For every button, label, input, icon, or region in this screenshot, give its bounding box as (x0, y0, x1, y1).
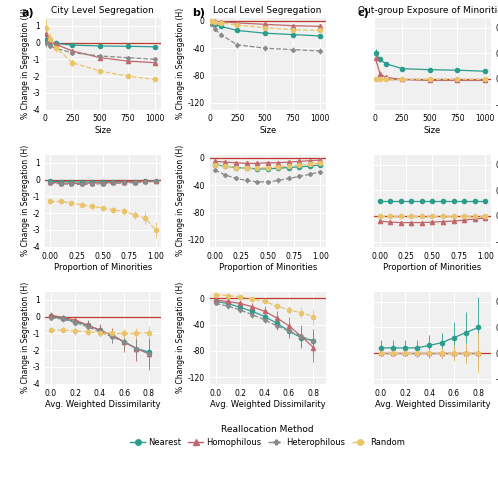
Text: c): c) (357, 8, 369, 18)
Y-axis label: % Change in Segregation (H): % Change in Segregation (H) (20, 145, 29, 256)
Y-axis label: % Change in Segregation (H): % Change in Segregation (H) (20, 282, 29, 394)
X-axis label: Size: Size (424, 126, 441, 135)
Y-axis label: % Change in Segregation (H): % Change in Segregation (H) (176, 145, 185, 256)
Y-axis label: % Change in Segregation (H): % Change in Segregation (H) (176, 282, 185, 394)
Y-axis label: % Change in Segregation (H): % Change in Segregation (H) (20, 8, 29, 119)
X-axis label: Size: Size (259, 126, 276, 135)
X-axis label: Proportion of Minorities: Proportion of Minorities (54, 264, 152, 272)
X-axis label: Proportion of Minorities: Proportion of Minorities (383, 264, 482, 272)
Title: Local Level Segregation: Local Level Segregation (214, 6, 322, 16)
X-axis label: Avg. Weighted Dissimilarity: Avg. Weighted Dissimilarity (374, 400, 491, 409)
X-axis label: Avg. Weighted Dissimilarity: Avg. Weighted Dissimilarity (210, 400, 326, 409)
Legend: Nearest, Homophilous, Heterophilous, Random: Nearest, Homophilous, Heterophilous, Ran… (126, 421, 409, 450)
X-axis label: Size: Size (94, 126, 112, 135)
Y-axis label: % Change in Segregation (H): % Change in Segregation (H) (176, 8, 185, 119)
X-axis label: Proportion of Minorities: Proportion of Minorities (219, 264, 317, 272)
Text: b): b) (192, 8, 205, 18)
X-axis label: Avg. Weighted Dissimilarity: Avg. Weighted Dissimilarity (45, 400, 161, 409)
Title: Out-group Exposure of Minorities: Out-group Exposure of Minorities (358, 6, 498, 16)
Title: City Level Segregation: City Level Segregation (51, 6, 154, 16)
Text: a): a) (21, 8, 34, 18)
